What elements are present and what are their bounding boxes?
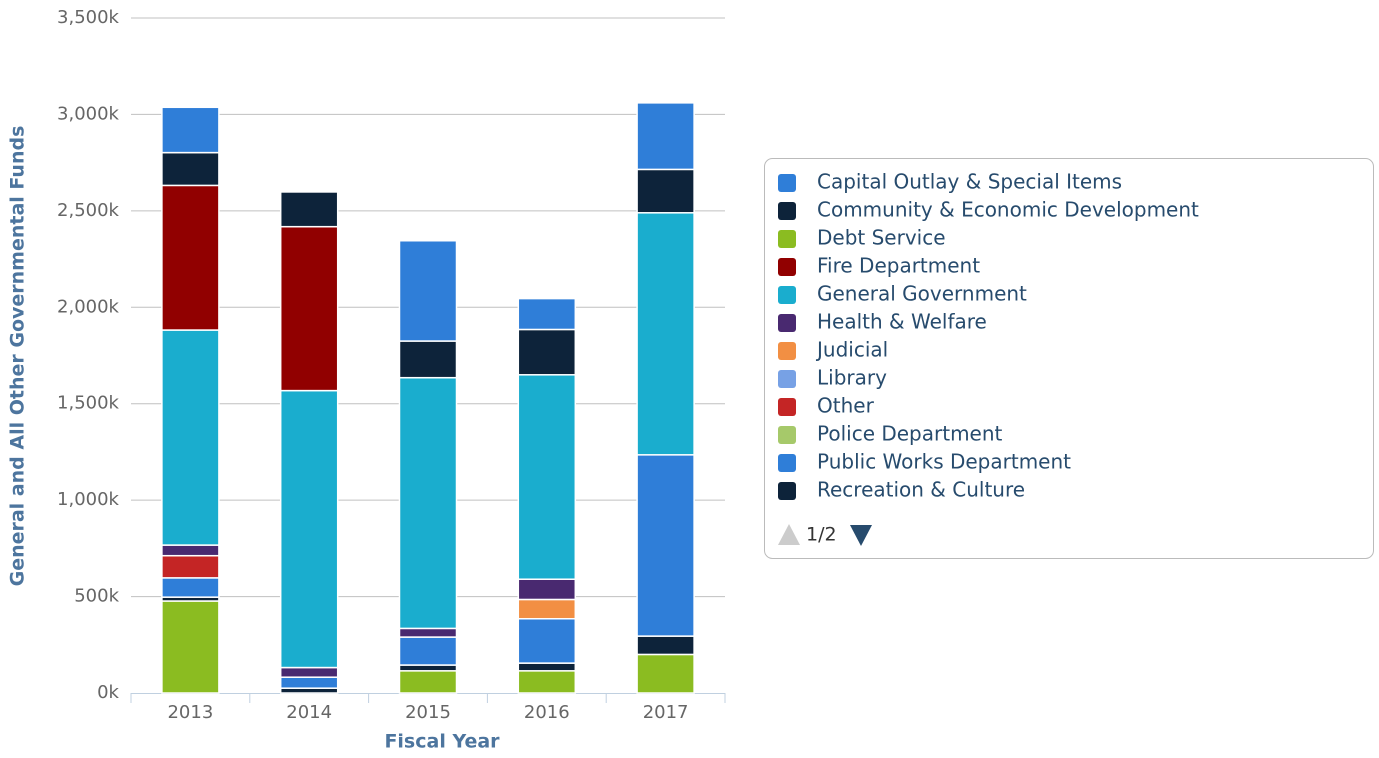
y-tick-label: 2,500k	[57, 200, 120, 221]
bar-segment	[279, 676, 339, 689]
legend-label: Community & Economic Development	[817, 198, 1199, 222]
bar-segment	[398, 340, 458, 379]
bar-segment	[398, 670, 458, 694]
bar-segment	[161, 329, 220, 546]
legend-swatch	[778, 482, 796, 500]
legend-swatch	[778, 202, 796, 220]
bar-segment	[517, 598, 577, 620]
bar-segment	[398, 627, 458, 638]
legend-swatch	[778, 342, 796, 360]
bar-segment	[398, 240, 458, 342]
legend-prev	[778, 524, 800, 545]
bar-segment	[161, 600, 220, 694]
legend-swatch	[778, 426, 796, 444]
bar-segment	[517, 662, 577, 672]
y-tick-label: 3,000k	[57, 103, 120, 124]
bar-segment	[517, 297, 577, 331]
bar-segment	[517, 578, 577, 601]
bar-segment	[636, 635, 695, 656]
bar-segment	[636, 102, 695, 171]
bar-segment	[161, 577, 220, 598]
y-tick-label: 3,500k	[57, 7, 120, 28]
bar-segment	[517, 618, 577, 664]
legend-swatch	[778, 314, 796, 332]
x-tick-label: 2016	[524, 702, 570, 723]
bar-segment	[636, 168, 695, 214]
bar-segment	[279, 666, 339, 678]
bar-segment	[279, 225, 339, 392]
y-tick-label: 0k	[97, 682, 119, 703]
bar-segment	[636, 653, 695, 694]
legend-swatch	[778, 258, 796, 276]
legend-label: General Government	[817, 282, 1027, 306]
y-axis-title: General and All Other Governmental Funds	[7, 126, 29, 587]
legend-label: Police Department	[817, 422, 1003, 446]
bar-segment	[517, 374, 577, 580]
legend-box	[764, 158, 1374, 559]
bar-segment	[517, 670, 577, 694]
legend-swatch	[778, 370, 796, 388]
x-tick-label: 2013	[167, 702, 213, 723]
x-tick-label: 2017	[643, 702, 689, 723]
bar-segment	[517, 328, 577, 376]
legend-label: Health & Welfare	[817, 310, 987, 334]
legend-label: Capital Outlay & Special Items	[817, 170, 1122, 194]
legend-swatch	[778, 286, 796, 304]
bar-segment	[279, 389, 339, 669]
bar-segment	[161, 554, 220, 579]
x-axis-title: Fiscal Year	[384, 731, 500, 753]
x-tick-label: 2014	[286, 702, 332, 723]
bar-segment	[636, 454, 695, 637]
legend-label: Library	[817, 366, 887, 390]
bar-segment	[636, 212, 695, 456]
bar-segment	[398, 376, 458, 630]
bar-segment	[279, 191, 339, 228]
legend-label: Other	[817, 394, 875, 418]
legend-swatch	[778, 230, 796, 248]
legend-swatch	[778, 454, 796, 472]
y-tick-label: 1,500k	[57, 393, 120, 414]
legend-swatch	[778, 174, 796, 192]
legend-page: 1/2	[806, 524, 837, 546]
bar-segment	[161, 184, 220, 331]
legend-label: Recreation & Culture	[817, 478, 1025, 502]
legend-label: Debt Service	[817, 226, 946, 250]
legend-label: Judicial	[815, 338, 888, 362]
bar-segment	[161, 106, 220, 154]
bar-segment	[161, 544, 220, 557]
legend-label: Public Works Department	[817, 450, 1071, 474]
y-tick-label: 2,000k	[57, 296, 120, 317]
bar-segment	[161, 151, 220, 187]
bar-segment	[398, 664, 458, 672]
y-tick-label: 500k	[74, 586, 119, 607]
y-tick-label: 1,000k	[57, 489, 120, 510]
legend-swatch	[778, 398, 796, 416]
legend-label: Fire Department	[817, 254, 980, 278]
legend: Capital Outlay & Special Items Community …	[778, 170, 1199, 502]
x-tick-label: 2015	[405, 702, 451, 723]
bar-segment	[398, 636, 458, 666]
legend-next[interactable]	[850, 525, 872, 546]
